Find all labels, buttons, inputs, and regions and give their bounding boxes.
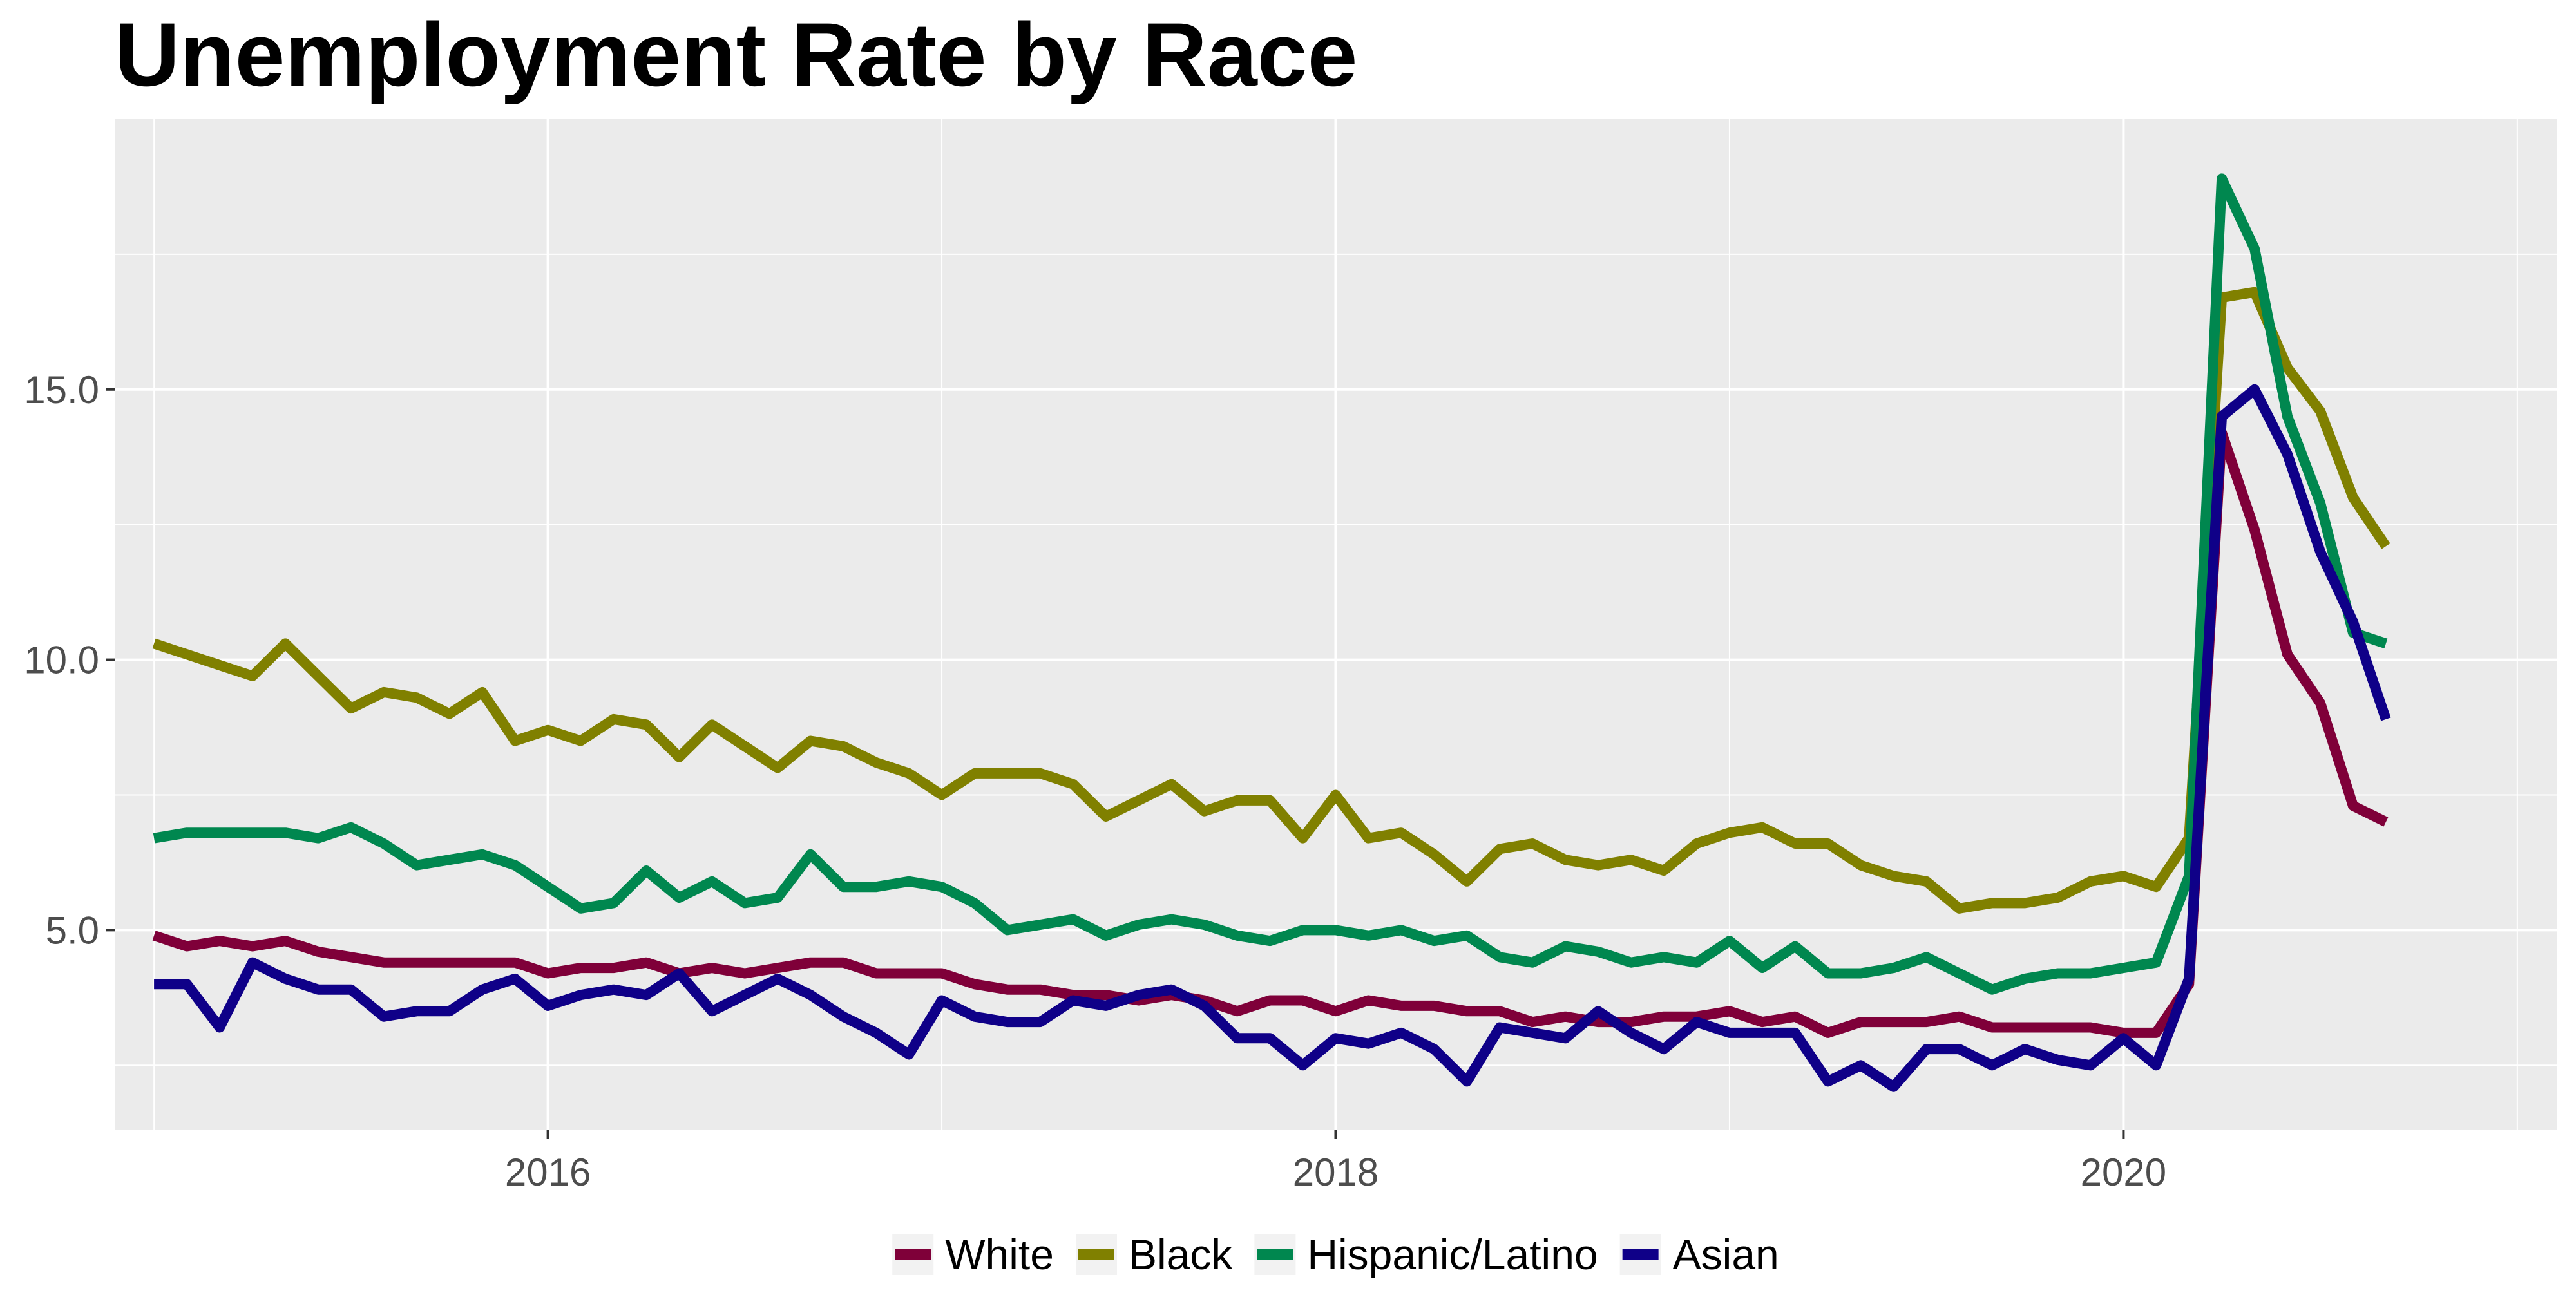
x-tick-label: 2016 (505, 1151, 591, 1194)
legend-label: Black (1129, 1231, 1233, 1278)
series-line-black (152, 287, 2390, 914)
x-tick-label: 2020 (2081, 1151, 2166, 1194)
legend-label: Asian (1673, 1231, 1779, 1278)
legend-item-asian: Asian (1619, 1231, 1779, 1278)
legend-item-hispanic-latino: Hispanic/Latino (1254, 1231, 1598, 1278)
legend-item-white: White (892, 1231, 1054, 1278)
x-tick-label: 2018 (1293, 1151, 1379, 1194)
series-lines (152, 173, 2391, 1092)
series-line-asian (154, 384, 2391, 1092)
legend: White Black Hispanic/Latino Asian (892, 1231, 1779, 1278)
y-tick-label: 5.0 (46, 909, 99, 952)
y-tick-label: 15.0 (24, 368, 99, 411)
legend-label: White (945, 1231, 1054, 1278)
chart-title: Unemployment Rate by Race (115, 4, 1358, 105)
legend-label: Hispanic/Latino (1307, 1231, 1598, 1278)
y-tick-label: 10.0 (24, 639, 99, 682)
x-axis: 2016 2018 2020 (505, 1130, 2166, 1194)
y-axis: 5.0 10.0 15.0 (24, 368, 115, 952)
series-line-white (152, 428, 2389, 1038)
series-line-hispanic-latino (153, 173, 2388, 995)
legend-item-black: Black (1075, 1231, 1233, 1278)
